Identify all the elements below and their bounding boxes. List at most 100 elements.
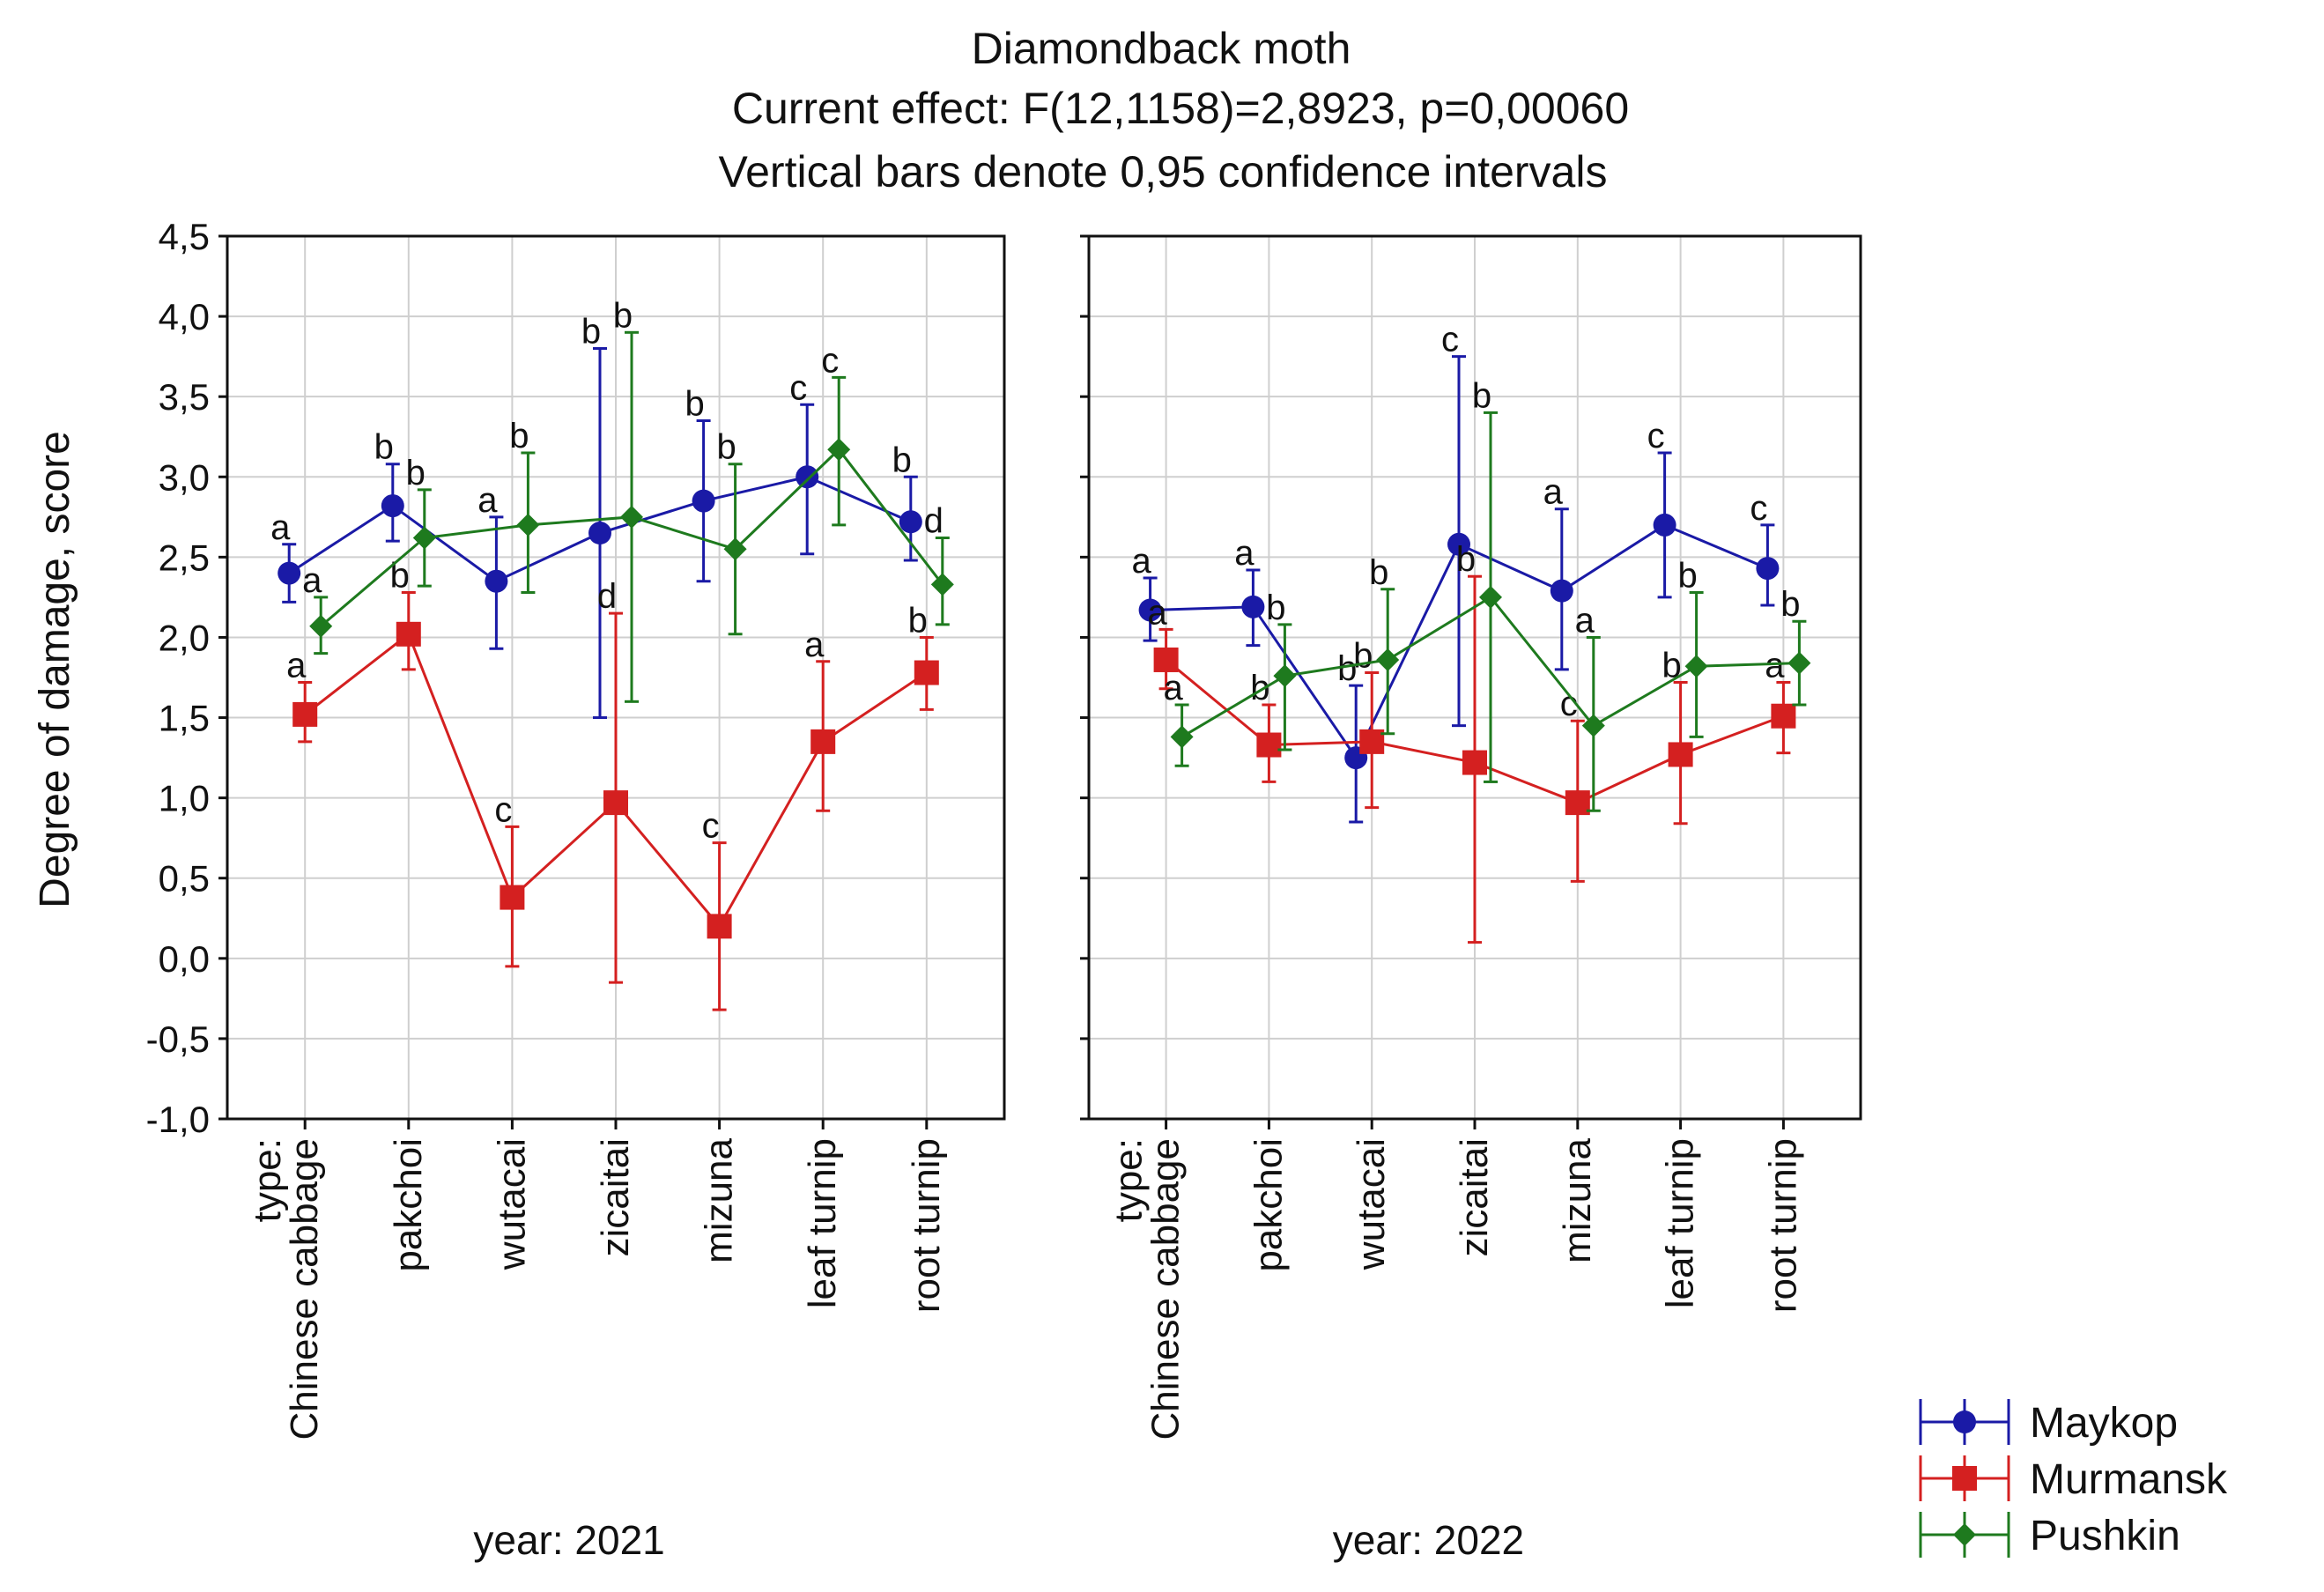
data-point (396, 621, 421, 647)
significance-letter: b (374, 428, 394, 467)
significance-letter: c (1560, 685, 1578, 723)
data-point (723, 537, 747, 561)
data-point (1256, 732, 1282, 758)
data-point (707, 914, 732, 939)
significance-letter: a (477, 481, 498, 520)
panel-2: Chinese cabbage pakchoi wutacai zicaitai miz… (1080, 234, 1862, 1563)
significance-letter: b (1780, 585, 1800, 624)
x-tick-label: mizuna (698, 1137, 741, 1262)
data-point (1668, 742, 1693, 767)
data-point (1359, 729, 1385, 754)
significance-letter: a (302, 561, 322, 600)
x-tick-label: leaf turnip (1659, 1138, 1702, 1308)
panel-1: -1,0 -0,5 0,0 0,5 1,0 1,5 2,0 2,5 3,0 3,5 4,0 4,5 Ch… (146, 216, 1006, 1563)
data-point (1565, 790, 1590, 816)
significance-letter: c (1647, 417, 1665, 455)
significance-letter: a (1765, 646, 1785, 685)
significance-letter: c (494, 790, 512, 829)
y-tick-label: 1,0 (159, 778, 210, 819)
significance-letter: b (716, 428, 736, 467)
data-point (309, 614, 333, 638)
data-point (692, 489, 715, 513)
data-point (827, 438, 851, 462)
significance-letter: b (509, 417, 529, 455)
data-point (914, 660, 939, 685)
data-point (1376, 648, 1400, 671)
data-point (1550, 579, 1573, 603)
y-tick-label: 4,5 (159, 216, 210, 257)
significance-letter: a (286, 646, 307, 685)
x-tick-label: leaf turnip (801, 1138, 844, 1308)
y-tick-label: 2,0 (159, 617, 210, 658)
significance-letter: b (613, 296, 633, 335)
x-tick-label: pakchoi (1247, 1138, 1290, 1272)
y-tick-label: -0,5 (146, 1018, 210, 1060)
legend-item-murmansk: Murmansk (1919, 1455, 2228, 1503)
significance-letter: b (892, 441, 912, 479)
significance-letter: d (597, 577, 617, 616)
x-tick-label: root turnip (1761, 1138, 1804, 1313)
significance-letter: b (390, 556, 410, 595)
significance-letter: c (702, 807, 720, 846)
y-tick-label: 3,5 (159, 376, 210, 418)
legend-item-pushkin: Pushkin (1919, 1512, 2180, 1559)
significance-letter: c (789, 368, 807, 407)
significance-letter: c (1750, 489, 1767, 528)
significance-letter: b (685, 385, 704, 424)
data-point (1153, 647, 1179, 672)
legend-marker (1953, 1411, 1976, 1433)
x-tick-label: mizuna (1556, 1137, 1599, 1262)
data-point (292, 701, 318, 727)
data-point (412, 526, 436, 550)
data-point (1771, 703, 1796, 729)
data-point (1462, 750, 1487, 775)
chart-subtitle-effect: Current effect: F(12,1158)=2,8923, p=0,0… (732, 84, 1629, 133)
significance-letter: a (1163, 669, 1183, 707)
data-point (1581, 714, 1605, 737)
y-tick-label: 0,0 (159, 938, 210, 980)
significance-letter: b (581, 313, 601, 352)
significance-letter: b (1369, 553, 1388, 592)
data-point (500, 885, 525, 910)
panel-label: year: 2021 (473, 1517, 664, 1563)
data-point (1447, 532, 1470, 556)
data-point (603, 790, 628, 816)
y-axis-label: Degree of damage, score (32, 431, 78, 908)
significance-letter: a (1543, 473, 1564, 512)
significance-letter: a (1234, 534, 1255, 573)
data-point (1138, 598, 1162, 622)
y-tick-label: 1,5 (159, 698, 210, 739)
y-tick-label: 2,5 (159, 537, 210, 578)
data-point (278, 561, 301, 585)
data-point (1170, 725, 1194, 749)
legend: Maykop Murmansk Pushkin (1919, 1399, 2228, 1559)
legend-marker (1952, 1466, 1977, 1491)
data-point (810, 729, 836, 754)
x-tick-label: zicaitai (594, 1138, 637, 1257)
data-point (1653, 513, 1676, 537)
significance-letter: b (1353, 637, 1373, 676)
legend-label: Murmansk (2030, 1456, 2228, 1503)
data-point (381, 494, 404, 518)
data-point (516, 513, 540, 537)
x-tick-label: zicaitai (1453, 1138, 1496, 1257)
significance-letter: a (1575, 601, 1595, 640)
significance-letter: b (1337, 649, 1357, 688)
data-point (1756, 557, 1780, 581)
y-tick-label: 4,0 (159, 296, 210, 337)
legend-label: Pushkin (2030, 1513, 2180, 1559)
significance-letter: b (1266, 589, 1285, 627)
y-tick-label: 0,5 (159, 858, 210, 900)
data-point (796, 465, 819, 489)
data-point (588, 522, 611, 545)
x-factor-label: type: (246, 1138, 289, 1222)
data-point (1241, 595, 1265, 618)
data-point (620, 505, 643, 529)
significance-letter: a (1131, 542, 1151, 581)
